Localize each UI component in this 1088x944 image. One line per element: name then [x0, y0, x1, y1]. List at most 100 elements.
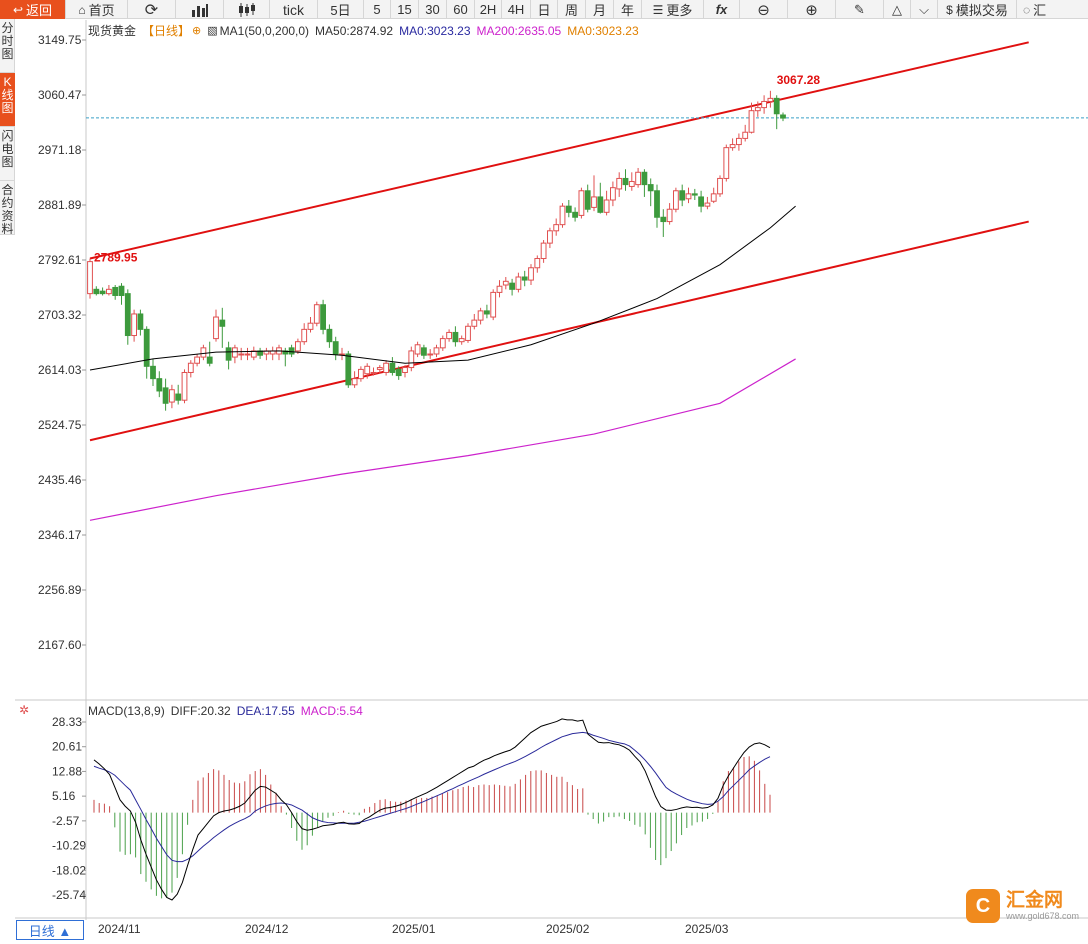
- formula-button[interactable]: fx: [704, 0, 740, 19]
- draw-triangle-button[interactable]: △: [884, 0, 911, 19]
- price-annotation: 2789.95: [94, 251, 138, 265]
- candle-down: [225, 347, 232, 361]
- date-label: 2025/02: [546, 922, 590, 936]
- m60-button[interactable]: 60: [447, 0, 475, 19]
- back-arrow-icon: ↩: [12, 2, 24, 17]
- candle-down: [150, 365, 156, 380]
- m30-button[interactable]: 30: [419, 0, 447, 19]
- side-tab-kline[interactable]: K线图: [0, 73, 15, 127]
- triangle-icon: △: [892, 1, 902, 17]
- logo-text: 汇金网 www.gold678.com: [1006, 890, 1079, 922]
- chart-type-icon[interactable]: ▧: [207, 25, 218, 37]
- candle-down: [484, 310, 490, 315]
- y-tick-label: 2256.89: [38, 583, 82, 597]
- candle-down: [622, 177, 629, 186]
- h4-button[interactable]: 4H: [502, 0, 531, 19]
- candle-up: [754, 107, 761, 112]
- more-button[interactable]: ☰ 更多: [642, 0, 704, 19]
- candle-down: [691, 193, 698, 196]
- candle-down: [326, 328, 333, 343]
- candle-up: [540, 242, 547, 260]
- candle-up: [194, 356, 200, 364]
- candle-down: [143, 328, 150, 367]
- candle-down: [320, 304, 327, 330]
- date-label: 2025/03: [685, 922, 729, 936]
- m5-button[interactable]: 5: [364, 0, 391, 19]
- zoom-in-icon: ⊕: [805, 1, 818, 19]
- date-label: 2024/11: [98, 922, 141, 936]
- candle-up: [717, 177, 723, 195]
- candle-up: [370, 371, 377, 374]
- date-label: 2024/12: [245, 922, 289, 936]
- y-tick-label: 2703.32: [38, 308, 82, 322]
- candle-down: [509, 282, 516, 290]
- candle-down: [332, 341, 339, 355]
- m15-button[interactable]: 15: [391, 0, 419, 19]
- bar-chart-icon: [191, 3, 208, 17]
- logo-url: www.gold678.com: [1006, 911, 1080, 921]
- candle-down: [99, 290, 106, 295]
- candle-down: [175, 393, 182, 401]
- candle-up: [496, 285, 503, 293]
- y-tick-label: 2614.03: [38, 363, 82, 377]
- home-label: 首页: [88, 3, 115, 18]
- candle-up: [301, 328, 308, 343]
- bar-chart-button[interactable]: [176, 0, 224, 19]
- candle-down: [137, 313, 144, 330]
- ma50-line: [89, 205, 796, 371]
- settings-icon[interactable]: ⊕: [192, 25, 202, 37]
- candle-up: [685, 193, 692, 200]
- candle-up: [767, 97, 774, 102]
- candle-down: [288, 347, 295, 355]
- truncated-button[interactable]: ◌ 汇: [1017, 0, 1067, 19]
- candle-up: [578, 190, 585, 216]
- zoom-in-button[interactable]: ⊕: [788, 0, 836, 19]
- zoom-out-button[interactable]: ⊖: [740, 0, 788, 19]
- candle-up: [187, 362, 194, 373]
- candle-down: [206, 356, 213, 364]
- week-button[interactable]: 周: [558, 0, 586, 19]
- candle-up: [742, 131, 749, 139]
- ma-params-label: MA1(50,0,200,0): [219, 23, 310, 38]
- candle-down: [395, 368, 402, 377]
- candle-down: [421, 347, 427, 356]
- symbol-label: 现货黄金: [88, 24, 137, 38]
- candle-up: [559, 205, 566, 226]
- candle-up: [528, 267, 534, 281]
- sim-trade-button[interactable]: $ 模拟交易: [938, 0, 1017, 19]
- side-tab-timeshare[interactable]: 分时图: [0, 19, 15, 73]
- home-button[interactable]: ⌂ 首页: [66, 0, 128, 19]
- y-tick-label: 2971.18: [38, 143, 82, 157]
- candle-down: [521, 276, 528, 281]
- five-day-button[interactable]: 5日: [318, 0, 364, 19]
- refresh-button[interactable]: ⟳: [128, 0, 176, 19]
- dea-label: DEA:17.55: [236, 704, 295, 718]
- h2-button[interactable]: 2H: [475, 0, 502, 19]
- day-button[interactable]: 日: [531, 0, 558, 19]
- year-button[interactable]: 年: [614, 0, 642, 19]
- candle-up: [402, 367, 408, 373]
- diff-line: [93, 718, 771, 901]
- candle-up: [547, 230, 553, 244]
- candle-up: [307, 322, 314, 330]
- toolbar: ↩ 返回 ⌂ 首页 ⟳ tick 5日 5 15 30 60 2H 4H 日 周 月…: [0, 0, 1088, 19]
- month-button[interactable]: 月: [586, 0, 614, 19]
- upper-trend-line: [89, 41, 1029, 260]
- candle-up: [439, 338, 446, 349]
- draw-line-button[interactable]: ✎: [836, 0, 884, 19]
- candle-up: [106, 288, 112, 295]
- back-button[interactable]: ↩ 返回: [0, 0, 66, 19]
- macd-legend: MACD(13,8,9) DIFF:20.32 DEA:17.55 MACD:5…: [88, 704, 369, 718]
- candle-down: [641, 171, 648, 186]
- candle-up: [553, 224, 560, 232]
- period-select-button[interactable]: 日线 ▲: [16, 920, 84, 940]
- macd-settings-icon[interactable]: ✲: [19, 703, 30, 717]
- macd-value-label: MACD:5.54: [300, 704, 363, 718]
- draw-channel-button[interactable]: ⌵: [911, 0, 938, 19]
- candlestick-button[interactable]: [224, 0, 270, 19]
- side-tab-flash[interactable]: 闪电图: [0, 127, 15, 181]
- tick-button[interactable]: tick: [270, 0, 318, 19]
- side-tab-contract[interactable]: 合约资料: [0, 183, 15, 235]
- candle-up: [471, 319, 478, 327]
